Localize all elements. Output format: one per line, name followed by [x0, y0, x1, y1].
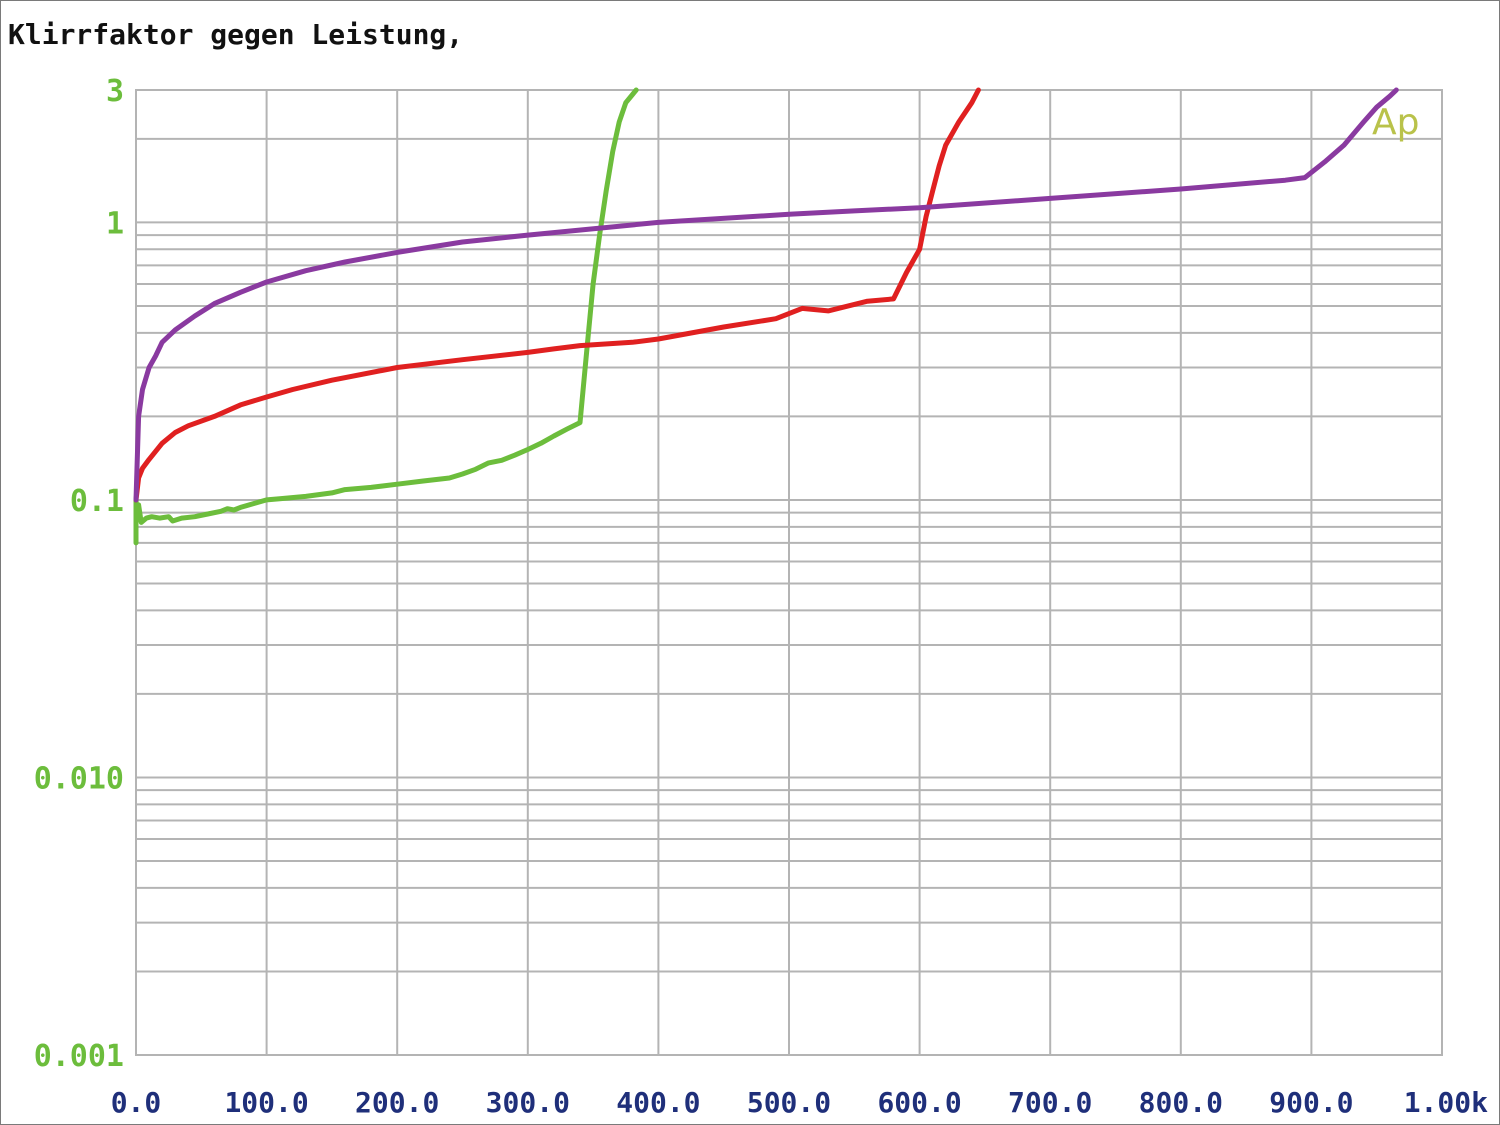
- plot-border: [135, 89, 1443, 1056]
- x-tick-label: 500.0: [747, 1086, 831, 1119]
- series-line-1: [133, 87, 639, 546]
- x-tick-label: 300.0: [486, 1086, 570, 1119]
- series-line-2: [133, 87, 981, 503]
- x-tick-label: 600.0: [877, 1086, 961, 1119]
- y-tick-label: 0.001: [34, 1039, 124, 1074]
- x-tick-label: 200.0: [355, 1086, 439, 1119]
- x-tick-label: 900.0: [1269, 1086, 1353, 1119]
- x-tick-label: 700.0: [1008, 1086, 1092, 1119]
- y-tick-label: 3: [106, 74, 124, 109]
- chart-title: Klirrfaktor gegen Leistung,: [8, 18, 464, 51]
- ap-watermark: Ap: [1372, 102, 1419, 143]
- x-tick-label: 800.0: [1139, 1086, 1223, 1119]
- x-tick-label: 100.0: [224, 1086, 308, 1119]
- x-tick-label: 400.0: [616, 1086, 700, 1119]
- x-tick-label: 0.0: [111, 1086, 162, 1119]
- series-line-3: [133, 87, 1399, 503]
- y-tick-label: 1: [106, 206, 124, 241]
- y-tick-label: 0.1: [70, 484, 124, 519]
- y-tick-label: 0.010: [34, 761, 124, 796]
- x-tick-label: 1.00k: [1404, 1086, 1488, 1119]
